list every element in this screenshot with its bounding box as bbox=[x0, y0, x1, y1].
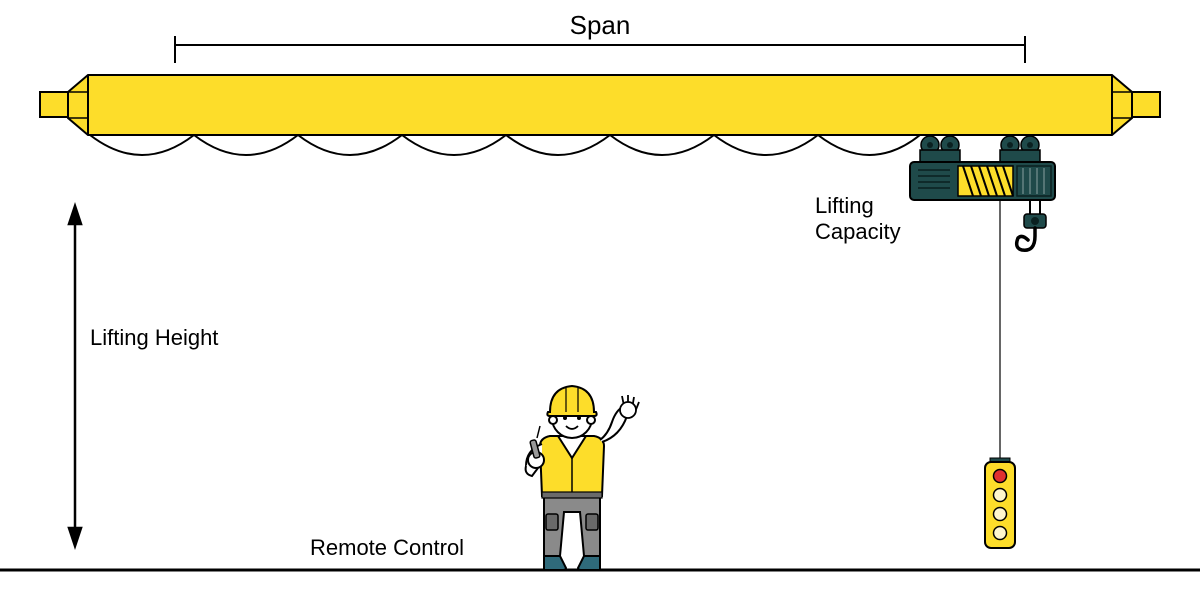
crane-diagram bbox=[0, 0, 1200, 600]
worker-figure bbox=[526, 386, 639, 570]
pendant-remote bbox=[985, 458, 1015, 548]
lifting-height-arrow bbox=[69, 206, 81, 546]
hoist-trolley bbox=[910, 136, 1055, 200]
span-bracket bbox=[175, 36, 1025, 63]
festoon-cable bbox=[90, 135, 920, 155]
crane-beam bbox=[40, 75, 1160, 135]
hook-assembly bbox=[1017, 200, 1046, 250]
